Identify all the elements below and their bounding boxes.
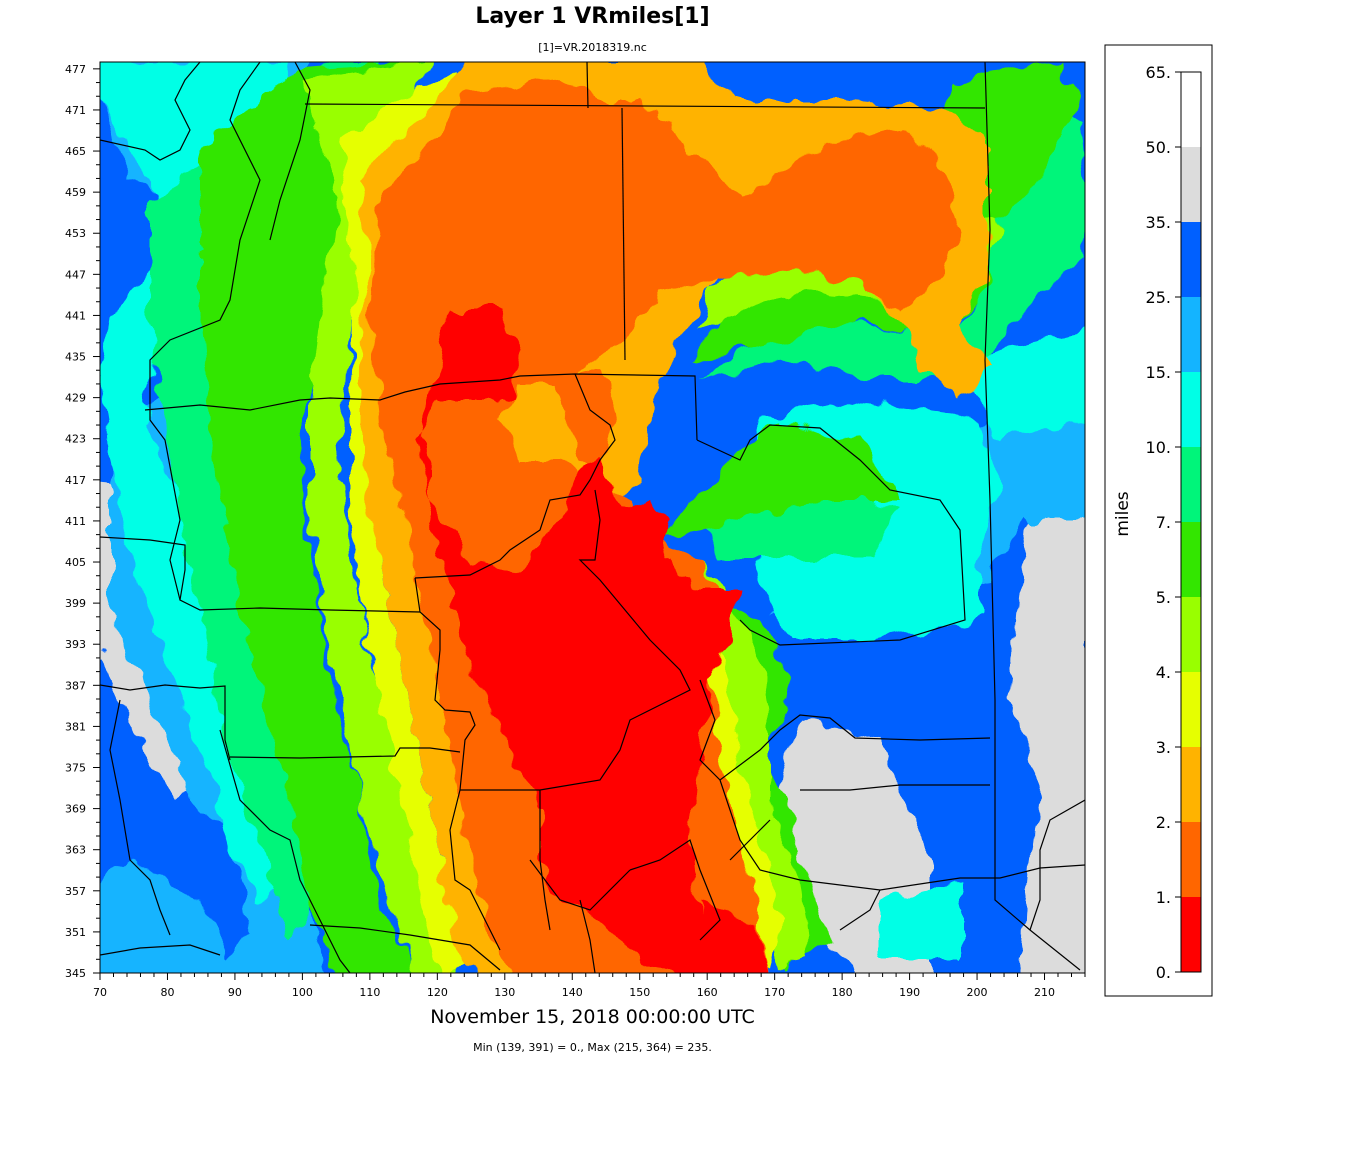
legend-swatch [1181, 447, 1201, 522]
plot-subtitle: [1]=VR.2018319.nc [538, 41, 647, 54]
region-red-core [420, 310, 760, 973]
x-tick-label: 100 [292, 986, 313, 999]
y-tick-label: 447 [65, 268, 86, 281]
legend-tick-label: 15. [1146, 363, 1171, 382]
state-boundaries [100, 62, 1085, 973]
legend-swatch [1181, 147, 1201, 222]
x-tick-label: 120 [427, 986, 448, 999]
legend-ticks: 0. 1. 2. 3. 4. 5. 7. 10. 15. 25. 35. 50. 65. [1146, 63, 1181, 982]
y-tick-label: 363 [65, 844, 86, 857]
x-tick-label: 210 [1034, 986, 1055, 999]
y-tick-label: 477 [65, 63, 86, 76]
legend-tick-label: 65. [1146, 63, 1171, 82]
x-tick-label: 80 [160, 986, 174, 999]
y-tick-label: 453 [65, 227, 86, 240]
x-tick-label: 130 [494, 986, 515, 999]
x-tick-label: 190 [899, 986, 920, 999]
region-yellow-green [300, 62, 1000, 973]
legend-label: miles [1113, 491, 1133, 536]
legend-swatch [1181, 297, 1201, 372]
legend-tick-label: 1. [1156, 888, 1171, 907]
y-tick-label: 411 [65, 515, 86, 528]
legend-swatch [1181, 597, 1201, 672]
legend-swatch [1181, 222, 1201, 297]
plot-minmax: Min (139, 391) = 0., Max (215, 364) = 23… [473, 1041, 712, 1054]
y-tick-label: 471 [65, 104, 86, 117]
x-axis: 70 80 90 100 110 120 130 140 150 160 170 180 190 200 2… [93, 973, 1086, 999]
x-tick-label: 170 [764, 986, 785, 999]
legend-tick-label: 3. [1156, 738, 1171, 757]
x-tick-label: 150 [629, 986, 650, 999]
x-tick-label: 200 [967, 986, 988, 999]
y-tick-label: 423 [65, 433, 86, 446]
legend-tick-label: 0. [1156, 963, 1171, 982]
x-tick-label: 70 [93, 986, 107, 999]
legend-tick-label: 35. [1146, 213, 1171, 232]
legend-swatch [1181, 747, 1201, 822]
y-tick-label: 399 [65, 597, 86, 610]
y-tick-label: 429 [65, 392, 86, 405]
y-tick-label: 375 [65, 762, 86, 775]
y-tick-label: 465 [65, 145, 86, 158]
y-tick-label: 405 [65, 556, 86, 569]
y-tick-label: 459 [65, 186, 86, 199]
x-tick-label: 110 [359, 986, 380, 999]
legend-tick-label: 4. [1156, 663, 1171, 682]
y-tick-label: 417 [65, 474, 86, 487]
y-tick-label: 351 [65, 926, 86, 939]
legend-tick-label: 5. [1156, 588, 1171, 607]
region-red-south-patch [690, 900, 769, 973]
legend-swatch [1181, 672, 1201, 747]
legend-tick-label: 25. [1146, 288, 1171, 307]
legend-tick-label: 7. [1156, 513, 1171, 532]
plot-frame [99, 61, 1086, 974]
y-tick-label: 381 [65, 720, 86, 733]
x-tick-label: 140 [562, 986, 583, 999]
y-tick-label: 387 [65, 679, 86, 692]
legend-swatch [1181, 822, 1201, 897]
y-tick-label: 393 [65, 638, 86, 651]
legend-swatch [1181, 522, 1201, 597]
y-tick-label: 441 [65, 309, 86, 322]
y-tick-label: 345 [65, 967, 86, 980]
region-gray-east-edge [1010, 490, 1085, 973]
x-tick-label: 160 [697, 986, 718, 999]
y-tick-label: 357 [65, 885, 86, 898]
legend-swatch [1181, 372, 1201, 447]
y-tick-label: 435 [65, 351, 86, 364]
legend-tick-label: 50. [1146, 138, 1171, 157]
plot-title: Layer 1 VRmiles[1] [475, 4, 710, 29]
legend-tick-label: 2. [1156, 813, 1171, 832]
visibility-field [100, 62, 1085, 973]
plot-date: November 15, 2018 00:00:00 UTC [430, 1006, 755, 1028]
legend-color-bar [1181, 147, 1201, 972]
legend-tick-label: 10. [1146, 438, 1171, 457]
x-tick-label: 90 [228, 986, 242, 999]
legend-swatch [1181, 897, 1201, 972]
y-tick-label: 369 [65, 803, 86, 816]
y-axis: 345 351 357 363 369 375 381 387 393 399 405 411 417 4… [65, 63, 100, 980]
x-tick-label: 180 [832, 986, 853, 999]
